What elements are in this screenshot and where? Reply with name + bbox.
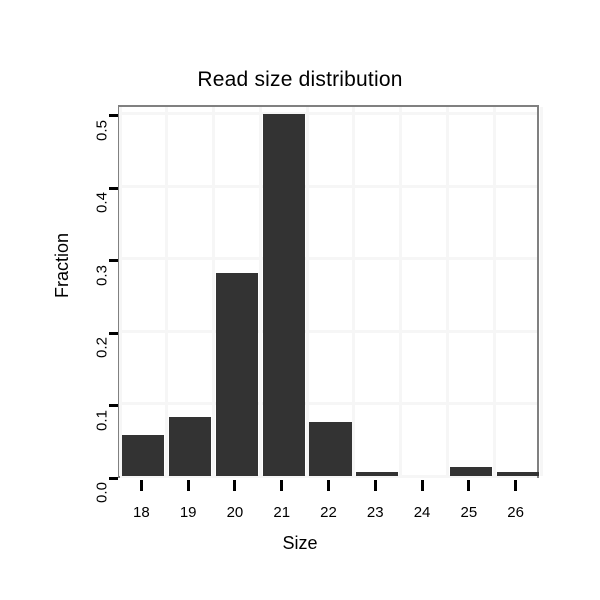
bars-layer: [120, 107, 539, 476]
x-tick-mark: [373, 480, 377, 491]
x-tick-label: 25: [460, 504, 478, 521]
grid-line-horizontal: [120, 329, 537, 333]
grid-line-vertical: [118, 107, 122, 476]
grid-line-vertical: [165, 107, 169, 476]
x-tick-mark: [420, 480, 424, 491]
y-tick-mark: [109, 331, 118, 335]
x-tick-label: 24: [413, 504, 431, 521]
y-tick-label: 0.1: [93, 409, 111, 431]
x-tick-label: 23: [366, 504, 384, 521]
chart-title: Read size distribution: [197, 68, 403, 91]
y-tick-mark: [109, 186, 118, 190]
x-tick-label: 18: [133, 504, 150, 521]
grid-line-vertical: [492, 107, 496, 476]
plot-panel: [118, 105, 543, 478]
grid-line-vertical: [445, 107, 449, 476]
y-tick-mark: [109, 404, 118, 408]
grid-lines: [118, 107, 543, 478]
grid-line-horizontal: [120, 474, 537, 478]
y-tick-label: 0.5: [93, 119, 111, 141]
x-tick-mark: [139, 480, 143, 491]
x-tick-mark: [280, 480, 284, 491]
x-tick-mark: [186, 480, 190, 491]
y-tick-mark: [109, 114, 118, 118]
bar-18: [122, 435, 165, 476]
grid-line-vertical: [352, 107, 356, 476]
x-tick-label: 19: [179, 504, 197, 521]
x-tick-label: 26: [507, 504, 524, 521]
y-tick-label: 0.2: [93, 337, 111, 359]
x-tick-mark: [233, 480, 237, 491]
bar-20: [215, 273, 258, 476]
x-axis-label: Size: [282, 533, 318, 553]
grid-line-vertical: [399, 107, 403, 476]
x-tick-mark: [514, 480, 518, 491]
x-tick-mark: [467, 480, 471, 491]
bar-22: [309, 421, 352, 476]
grid-line-vertical: [258, 107, 262, 476]
grid-line-vertical: [212, 107, 216, 476]
grid-line-horizontal: [120, 257, 537, 261]
y-tick-mark: [109, 476, 118, 480]
x-tick-mark: [327, 480, 330, 491]
bar-26: [496, 472, 539, 476]
y-axis-label: Fraction: [52, 232, 73, 299]
y-tick-mark: [109, 259, 118, 263]
bar-25: [449, 467, 492, 476]
grid-line-horizontal: [120, 402, 537, 406]
bar-19: [169, 416, 212, 476]
grid-line-vertical: [539, 107, 543, 476]
x-tick-label: 22: [320, 504, 337, 521]
bar-21: [262, 113, 305, 476]
grid-line-horizontal: [120, 112, 537, 116]
bar-23: [356, 471, 399, 476]
x-tick-label: 20: [226, 504, 244, 521]
x-tick-label: 21: [273, 504, 291, 521]
y-tick-label: 0.3: [93, 264, 111, 286]
y-tick-label: 0.4: [93, 192, 111, 214]
grid-line-horizontal: [120, 184, 537, 188]
grid-line-vertical: [305, 107, 309, 476]
y-tick-label: 0.0: [93, 482, 111, 503]
